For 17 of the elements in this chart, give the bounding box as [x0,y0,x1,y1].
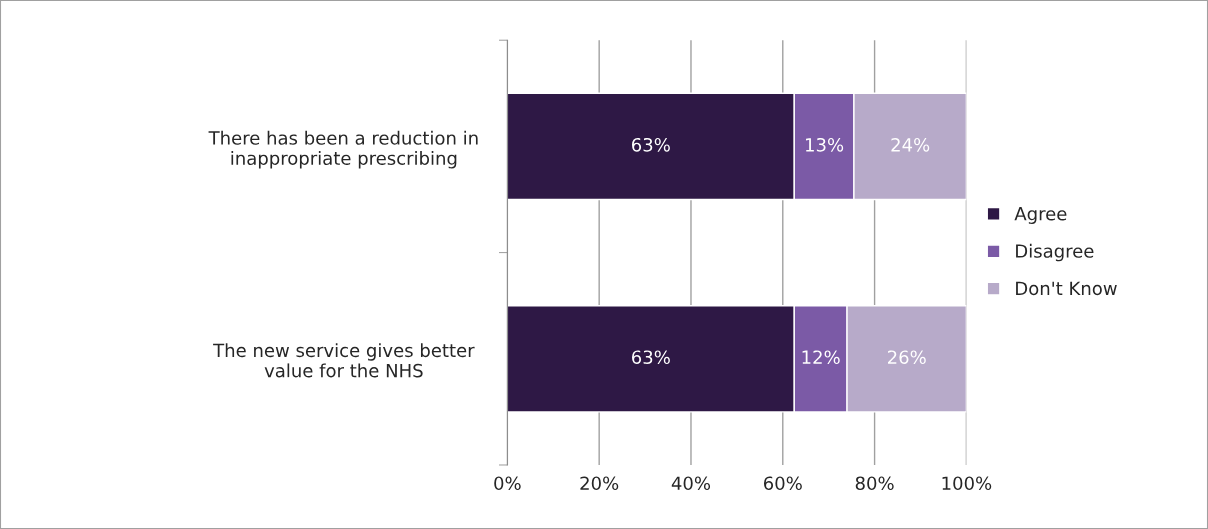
data-label: 26% [887,350,926,365]
x-tick-label: 20% [580,476,619,491]
x-tick-label: 80% [855,476,894,491]
x-tick-label: 40% [671,476,711,491]
legend-label: Disagree [1016,243,1094,262]
x-tick-label: 0% [494,476,521,491]
y-tick-label: There has been a reduction in inappropriate prescribing [208,130,478,169]
legend-label: Don't Know [1016,281,1117,296]
x-tick-label: 60% [763,476,802,491]
data-label: 63% [632,350,670,365]
y-tick-label: The new service gives better value for the NHS [213,343,475,378]
data-label: 24% [891,137,930,152]
data-label: 63% [632,137,670,152]
x-tick-label: 100% [942,476,992,491]
legend-label: Agree [1014,207,1067,224]
data-label: 12% [802,350,840,365]
data-label: 13% [806,137,844,152]
